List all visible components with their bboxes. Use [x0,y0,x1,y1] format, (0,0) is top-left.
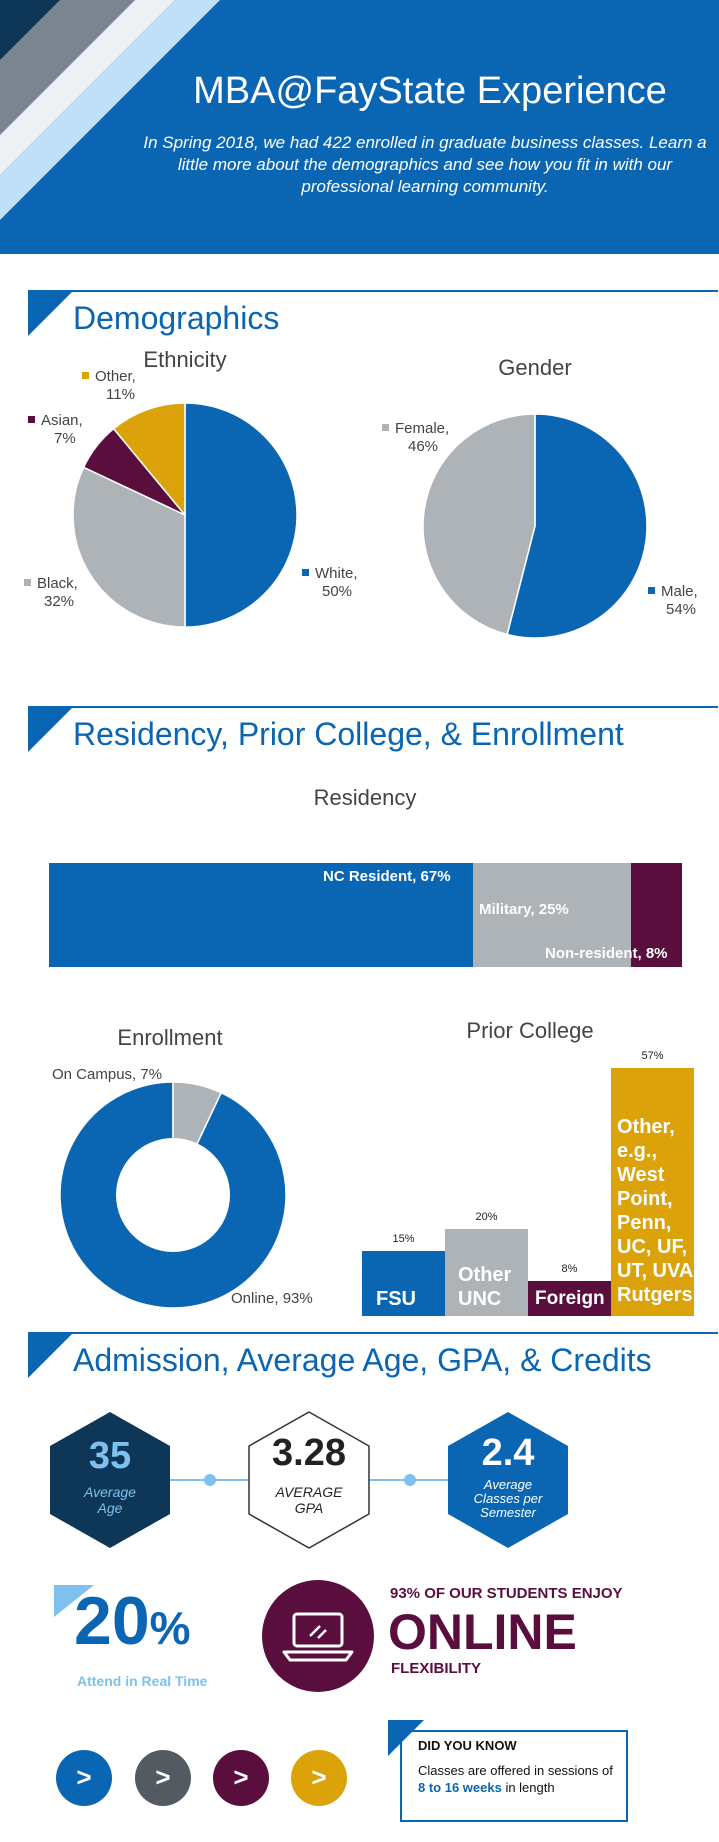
gender-pie [422,413,648,639]
residency-bar: NC Resident, 67% Military, 25% Non-resid… [49,863,682,967]
pie-label-male: Male, 54% [648,583,698,619]
header-banner: MBA@FayState Experience In Spring 2018, … [0,0,719,254]
did-you-know-title: DID YOU KNOW [418,1738,517,1753]
slice-male [506,413,648,639]
section-corner [28,706,74,752]
did-you-know-text: Classes are offered in sessions of 8 to … [418,1763,613,1795]
prior-value-foreign: 8% [561,1263,578,1276]
prior-value-fsu: 15% [392,1232,415,1245]
nav-button-2[interactable]: > [135,1750,191,1806]
did-you-know-box [400,1730,628,1822]
prior-college-chart: 15% 20% 8% 57% FSU Other UNC Foreign Oth… [360,1000,700,1320]
donut-label-online: Online, 93% [231,1290,313,1307]
pie-label-female: Female, 46% [382,420,449,456]
stat-classes-label: Average Classes per Semester [473,1477,543,1520]
online-big: ONLINE [388,1604,577,1660]
chart-title-ethnicity: Ethnicity [143,347,227,372]
stat-age-label: Average Age [84,1484,136,1516]
legend-swatch [24,579,31,586]
realtime-figure: 20% [74,1583,191,1659]
ethnicity-pie [72,402,298,628]
chart-title-gender: Gender [498,355,572,380]
did-you-know-corner [388,1720,424,1756]
stat-age-value: 35 [88,1435,132,1477]
residency-label-military: Military, 25% [479,901,569,918]
section-corner [28,1332,74,1378]
laptop-icon [262,1580,374,1692]
pie-label-other: Other, 11% [82,368,136,404]
legend-swatch [648,587,655,594]
residency-label-nonresident: Non-resident, 8% [545,945,668,962]
nav-button-4[interactable]: > [291,1750,347,1806]
section-corner [28,290,74,336]
section-rule [28,1332,718,1334]
nav-button-3[interactable]: > [213,1750,269,1806]
stats-connector [50,1411,568,1549]
section-rule [28,706,718,708]
section-title-residency: Residency, Prior College, & Enrollment [73,716,624,752]
intro-text: In Spring 2018, we had 422 enrolled in g… [143,133,707,196]
slice-other [112,402,186,518]
prior-bar-foreign [528,1281,611,1316]
residency-segment-military [473,863,632,967]
prior-value-other: 57% [641,1050,664,1062]
chart-title-prior-college: Prior College [466,1018,594,1043]
slice-white [184,402,298,628]
prior-name-foreign: Foreign [535,1288,605,1309]
slice-black [72,466,186,628]
section-title-demographics: Demographics [73,300,280,336]
enrollment-donut [59,1081,287,1309]
prior-bar-other-unc [445,1228,528,1316]
pie-label-white: White, 50% [302,565,358,601]
section-rule [28,290,718,292]
stat-gpa-label: AVERAGE GPA [275,1484,343,1516]
prior-bar-fsu [362,1250,445,1316]
chart-title-residency: Residency [313,785,417,810]
legend-swatch [28,416,35,423]
prior-bar-other [611,1068,694,1316]
page-title: MBA@FayState Experience [193,70,667,112]
legend-swatch [382,424,389,431]
residency-segment-nonresident [631,863,682,967]
legend-swatch [302,569,309,576]
realtime-corner [54,1585,94,1617]
header-stripes [0,0,220,220]
donut-hole [116,1138,230,1252]
section-title-admission: Admission, Average Age, GPA, & Credits [73,1342,652,1378]
online-tail: FLEXIBILITY [391,1660,481,1677]
residency-label-nc: NC Resident, 67% [323,868,451,885]
pie-label-black: Black, 32% [24,575,78,611]
realtime-label: Attend in Real Time [77,1673,208,1689]
prior-name-fsu: FSU [376,1288,416,1310]
pie-label-asian: Asian, 7% [28,412,83,448]
slice-female [422,413,536,636]
prior-name-other-unc: Other UNC [458,1264,512,1310]
legend-swatch [82,372,89,379]
chart-title-enrollment: Enrollment [117,1025,223,1050]
prior-name-other: Other, e.g., West Point, Penn, UC, UF, U… [617,1116,693,1306]
residency-segment-nc [49,863,474,967]
donut-label-campus: On Campus, 7% [52,1066,163,1083]
prior-value-other-unc: 20% [475,1210,498,1223]
nav-button-1[interactable]: > [56,1750,112,1806]
stat-classes-value: 2.4 [481,1432,535,1474]
stat-gpa-value: 3.28 [272,1432,346,1474]
online-lead: 93% OF OUR STUDENTS ENJOY [390,1585,623,1602]
